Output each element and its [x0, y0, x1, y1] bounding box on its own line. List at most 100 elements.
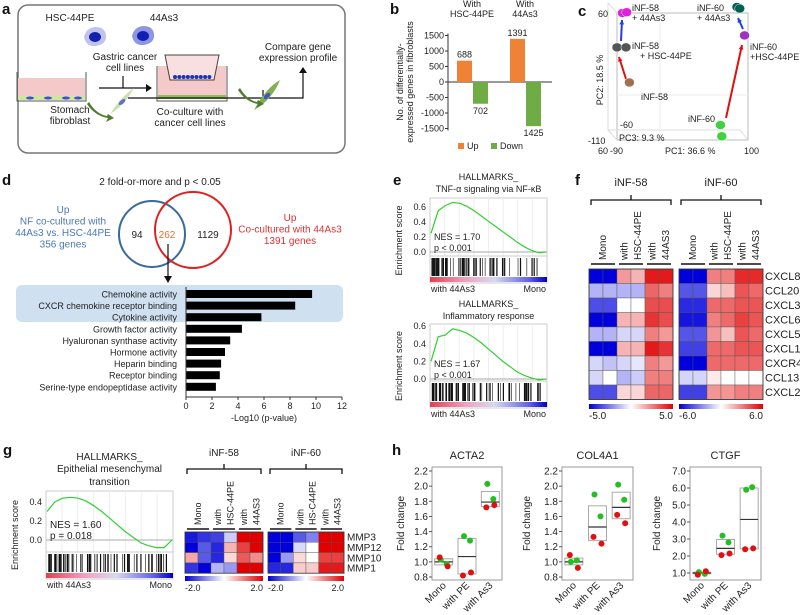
y-tick-label: 1.2: [414, 542, 428, 553]
heatmap-cell: [267, 562, 281, 574]
data-point-red: [460, 572, 466, 579]
heatmap-cell: [280, 531, 294, 543]
cancer-cell-nucleus-icon: [137, 31, 149, 41]
color-scale-bar: [185, 576, 263, 581]
heatmap-cell: [588, 341, 604, 357]
nucleus-icon: [263, 92, 271, 100]
left-set-label: 44As3 vs. HSC-44PE: [15, 228, 111, 239]
data-point-green: [743, 486, 750, 493]
y-tick-label: 500: [429, 62, 444, 72]
heatmap-cell: [280, 552, 294, 564]
heatmap-cell: [734, 268, 750, 284]
heatmap-cell: [678, 297, 694, 313]
heatmap-cell: [644, 326, 660, 342]
plot-frame: [561, 466, 634, 581]
cancer-cell-icon: [173, 75, 177, 79]
legend-swatch: [491, 143, 497, 149]
y-tick-label: 1.6: [414, 512, 428, 523]
gene-label: CXCL5: [765, 329, 800, 341]
heatmap-cell: [305, 542, 319, 553]
data-point-green: [484, 480, 491, 487]
heatmap-cell: [197, 552, 212, 564]
heatmap-cell: [602, 355, 618, 371]
scale-min-label: -2.0: [185, 583, 201, 593]
group-label: iNF-58: [632, 41, 659, 51]
heatmap-cell: [644, 341, 660, 357]
data-point-green: [725, 539, 732, 546]
heatmap-frame: [588, 268, 674, 400]
bar: [186, 348, 225, 356]
tick-label: 60: [598, 9, 608, 19]
heatmap-cell: [678, 283, 694, 299]
heatmap-cell: [293, 531, 307, 543]
plot-title: ACTA2: [450, 450, 485, 462]
data-point-green: [490, 496, 497, 503]
heatmap-cell: [236, 552, 251, 564]
y-axis-label: Enrichment score: [10, 500, 20, 570]
group-header: iNF-58: [614, 177, 647, 189]
heatmap-cell: [678, 312, 694, 328]
cancer-cell-nucleus-icon: [89, 32, 101, 42]
bar: [186, 359, 222, 368]
category-label: Hyaluronan synthase activity: [62, 336, 177, 346]
scale-min-label: -5.0: [589, 411, 607, 422]
gene-label: CXCL3: [765, 300, 800, 312]
p-value: p < 0.001: [434, 243, 472, 253]
group-header: With: [463, 0, 481, 9]
condition-label: with: [620, 242, 631, 261]
bar: [186, 382, 216, 391]
heatmap-cell: [748, 370, 764, 386]
heatmap-cell: [210, 552, 225, 564]
heatmap-cell: [706, 312, 722, 328]
cancer-cell-icon: [194, 75, 199, 79]
heatmap-cell: [616, 384, 632, 400]
gene-label: CXCL1: [765, 343, 800, 355]
condition-label: with: [738, 242, 749, 261]
cancer-cell-icon: [185, 75, 190, 79]
right-set-label: 1391 genes: [264, 236, 316, 247]
heatmap-cell: [267, 542, 281, 553]
gene-label: MMP3: [347, 533, 376, 544]
green-arrow-icon: [87, 102, 114, 122]
rank-gradient-bar: [430, 277, 547, 282]
legend-label: Up: [467, 141, 479, 151]
heatmap-cell: [706, 268, 722, 284]
panel-label-a: a: [2, 1, 11, 18]
group-header: With: [516, 0, 534, 9]
bar: [186, 301, 296, 310]
panel-label-e: e: [393, 172, 401, 189]
plot-frame: [689, 466, 762, 581]
heatmap-cell: [184, 562, 199, 574]
y-tick-label: 1.4: [544, 527, 558, 538]
y-tick-label: 1.2: [544, 542, 558, 553]
pca-point: [739, 30, 750, 41]
scale-max-label: 2.0: [250, 583, 263, 593]
heatmap-cell: [692, 283, 708, 299]
data-point-green: [597, 513, 604, 520]
heatmap-cell: [720, 326, 736, 342]
y-tick-label: 0.4: [413, 217, 426, 227]
plot-title: COL4A1: [576, 450, 618, 462]
heatmap-cell: [184, 552, 199, 564]
y-axis-label: Fold change: [396, 496, 407, 551]
heatmap-cell: [734, 312, 750, 328]
y-tick-label: 3.0: [672, 535, 686, 546]
z-axis-label: PC3: 9.3 %: [619, 133, 665, 143]
heatmap-cell: [210, 542, 225, 553]
group-header: iNF-58: [209, 448, 239, 459]
gsea-title: transition: [89, 477, 130, 488]
heatmap-cell: [678, 326, 694, 342]
enrichment-curve: [430, 201, 547, 254]
heatmap-cell: [692, 312, 708, 328]
bar: [186, 290, 313, 298]
x-axis-label: PC1: 36.6 %: [665, 146, 716, 156]
y-axis-label: Fold change: [652, 496, 663, 551]
arrow-head-icon: [738, 45, 744, 50]
y-tick-label: 1.4: [414, 527, 428, 538]
heatmap-cell: [249, 542, 264, 553]
panel-label-h: h: [392, 442, 401, 459]
venn-circle-right: [154, 191, 232, 269]
heatmap-cell: [197, 562, 212, 574]
heatmap-cell: [305, 562, 319, 574]
heatmap-cell: [720, 312, 736, 328]
